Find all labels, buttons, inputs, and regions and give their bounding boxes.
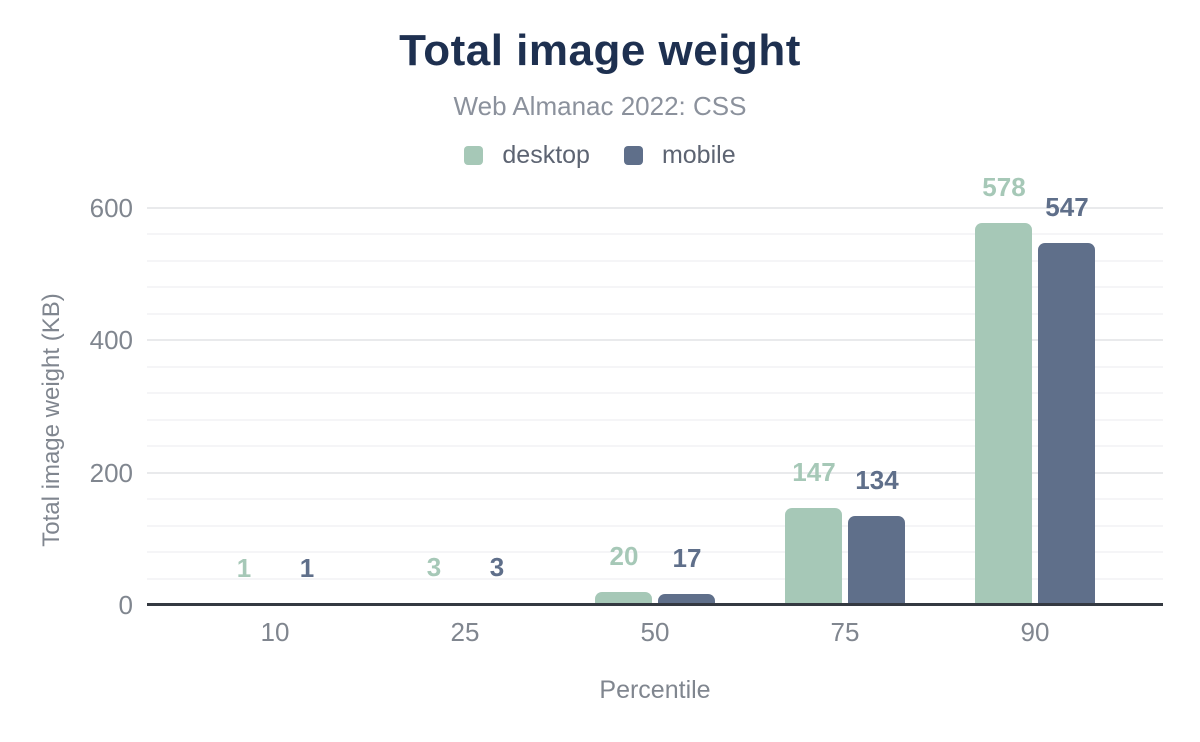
gridline-560 bbox=[147, 233, 1163, 236]
gridline-120 bbox=[147, 524, 1163, 527]
x-tick-label-25: 25 bbox=[450, 617, 480, 647]
bar-value-mobile-75: 134 bbox=[855, 465, 899, 496]
gridline-80 bbox=[147, 551, 1163, 554]
category-band-75: 147 134 bbox=[750, 208, 940, 605]
bar-mobile-90 bbox=[1038, 243, 1095, 605]
gridlines bbox=[147, 207, 1163, 605]
bar-value-mobile-90: 547 bbox=[1045, 192, 1089, 223]
bar-desktop-75 bbox=[785, 507, 842, 605]
x-axis-line bbox=[147, 603, 1163, 606]
legend-label-mobile: mobile bbox=[661, 141, 736, 169]
bar-value-desktop-25: 3 bbox=[426, 552, 442, 583]
bar-value-desktop-50: 20 bbox=[609, 540, 639, 571]
x-tick-label-75: 75 bbox=[830, 617, 860, 647]
bar-value-desktop-75: 147 bbox=[792, 456, 836, 487]
plot-area: 1 1 3 3 20 17 147 134 578 547 bbox=[147, 173, 1163, 606]
gridline-400 bbox=[147, 339, 1163, 342]
x-axis-title: Percentile bbox=[599, 676, 711, 704]
bar-value-desktop-10: 1 bbox=[236, 553, 252, 584]
x-tick-label-10: 10 bbox=[260, 617, 290, 647]
gridline-320 bbox=[147, 392, 1163, 395]
bar-value-mobile-50: 17 bbox=[672, 542, 702, 573]
y-tick-label-600: 600 bbox=[89, 193, 133, 223]
mobile-legend-swatch bbox=[623, 146, 643, 165]
bar-value-mobile-10: 1 bbox=[299, 553, 315, 584]
x-tick-label-50: 50 bbox=[640, 617, 670, 647]
category-band-50: 20 17 bbox=[560, 208, 750, 605]
gridline-520 bbox=[147, 259, 1163, 262]
y-tick-label-400: 400 bbox=[89, 325, 133, 356]
bands: 1 1 3 3 20 17 147 134 578 547 bbox=[147, 173, 1163, 605]
desktop-legend-swatch bbox=[464, 146, 484, 165]
legend-item-desktop: desktop bbox=[464, 141, 590, 170]
gridline-160 bbox=[147, 498, 1163, 501]
category-band-90: 578 547 bbox=[940, 173, 1130, 605]
gridline-40 bbox=[147, 577, 1163, 580]
bar-mobile-75 bbox=[848, 516, 905, 605]
gridline-440 bbox=[147, 312, 1163, 315]
legend: desktop mobile bbox=[0, 141, 1200, 170]
gridline-240 bbox=[147, 445, 1163, 448]
chart-subtitle: Web Almanac 2022: CSS bbox=[453, 91, 747, 121]
x-tick-label-90: 90 bbox=[1020, 617, 1050, 647]
gridline-280 bbox=[147, 418, 1163, 421]
gridline-200 bbox=[147, 471, 1163, 474]
chart-title: Total image weight bbox=[399, 26, 801, 75]
bar-desktop-50 bbox=[595, 591, 652, 605]
y-tick-label-200: 200 bbox=[89, 457, 133, 488]
x-axis-ticks: 10 25 50 75 90 bbox=[147, 617, 1163, 648]
gridline-360 bbox=[147, 365, 1163, 368]
y-tick-label-0: 0 bbox=[118, 590, 133, 620]
gridline-600 bbox=[147, 207, 1163, 209]
bar-value-desktop-90: 578 bbox=[982, 171, 1026, 202]
legend-label-desktop: desktop bbox=[502, 141, 590, 169]
y-axis-ticks: 0 200 400 600 bbox=[0, 195, 133, 618]
bar-mobile-50 bbox=[658, 593, 715, 605]
legend-item-mobile: mobile bbox=[623, 141, 736, 170]
gridline-480 bbox=[147, 286, 1163, 289]
bar-value-mobile-25: 3 bbox=[489, 552, 505, 583]
bar-desktop-90 bbox=[975, 222, 1032, 605]
